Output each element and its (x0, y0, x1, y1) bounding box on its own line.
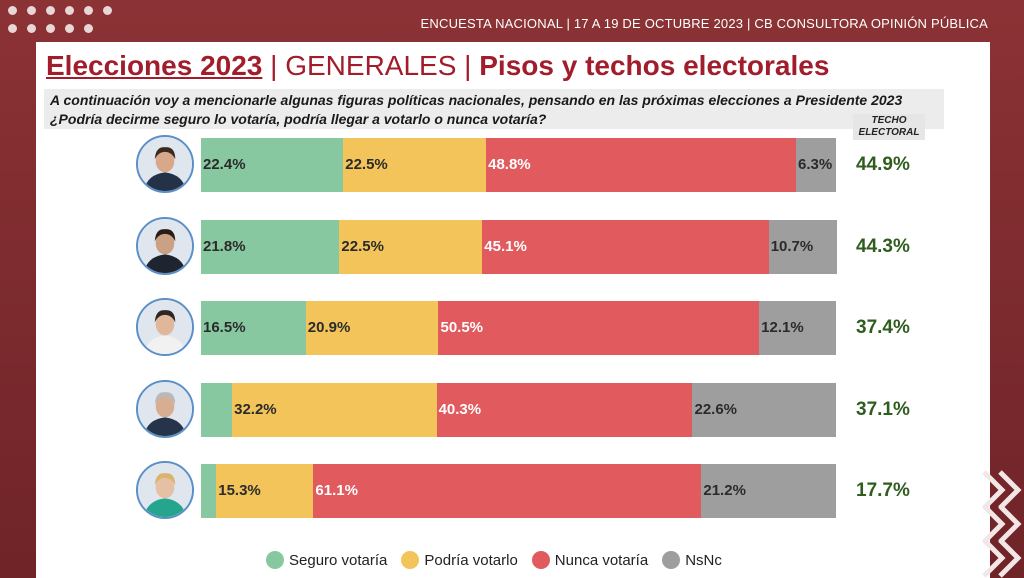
legend-label-seguro: Seguro votaría (289, 551, 388, 569)
bar-segment-nsnc-1 (795, 138, 836, 192)
data-label-nunca-3: 50.5% (440, 319, 484, 336)
candidate-avatar-1 (136, 135, 194, 193)
bar-segment-seguro-5 (201, 464, 217, 518)
stacked-bar-4: 32.2% 40.3% 22.6% (201, 383, 836, 437)
data-label-nunca-2: 45.1% (484, 238, 527, 255)
legend-item-nunca: Nunca votaría (531, 551, 649, 569)
bar-segment-seguro-4 (201, 383, 233, 437)
data-label-seguro-1: 22.4% (203, 156, 246, 173)
decorative-dots (8, 6, 118, 36)
techo-header-line-2: ELECTORAL (858, 127, 920, 138)
bar-segment-nsnc-5 (701, 464, 836, 518)
bar-segment-nunca-5 (313, 464, 702, 518)
bar-segment-nunca-2 (482, 220, 769, 274)
stacked-bar-1: 22.4% 22.5% 48.8% 6.3% (201, 138, 836, 192)
title-separator-2: | (464, 50, 472, 81)
legend-swatch-seguro (266, 551, 284, 569)
data-label-nsnc-4: 22.6% (694, 401, 738, 418)
techo-value-2: 44.3% (856, 236, 910, 257)
bar-segment-podria-1 (343, 138, 487, 192)
legend-label-podria: Podría votarlo (424, 551, 518, 569)
data-label-nunca-5: 61.1% (315, 482, 358, 499)
bar-segment-seguro-3 (201, 301, 306, 355)
legend-swatch-podria (401, 551, 420, 569)
bar-segment-nunca-3 (438, 301, 760, 355)
techo-value-1: 44.9% (856, 154, 910, 175)
chart-panel: Elecciones 2023 | GENERALES | Pisos y te… (36, 42, 990, 578)
stacked-bar-3: 16.5% 20.9% 50.5% 12.1% (201, 301, 836, 355)
bar-segment-podria-5 (216, 464, 314, 518)
question-line-1: A continuación voy a mencionarle algunas… (50, 92, 903, 108)
stacked-bar-2: 21.8% 22.5% 45.1% 10.7% (201, 220, 837, 274)
bar-segment-nsnc-3 (759, 301, 836, 355)
techo-value-4: 37.1% (856, 399, 910, 420)
page-title: Elecciones 2023 | GENERALES | Pisos y te… (46, 50, 829, 82)
bar-segment-nunca-1 (486, 138, 796, 192)
data-label-nunca-4: 40.3% (438, 401, 482, 418)
data-label-podria-3: 20.9% (307, 319, 351, 336)
data-label-nsnc-3: 12.1% (761, 319, 804, 336)
chart-legend: Seguro votaría Podría votarlo Nunca votarí… (266, 549, 722, 571)
techo-electoral-header: TECHO ELECTORAL (853, 114, 925, 140)
data-label-podria-4: 32.2% (234, 401, 277, 418)
chart-row-1: 22.4% 22.5% 48.8% 6.3% 44.9% (36, 135, 990, 193)
chart-row-3: 16.5% 20.9% 50.5% 12.1% 37.4% (36, 298, 990, 356)
question-line-2: ¿Podría decirme seguro lo votaría, podrí… (50, 111, 547, 127)
bar-segment-seguro-1 (201, 138, 344, 192)
bar-segment-podria-2 (339, 220, 483, 274)
title-pisos-techos: Pisos y techos electorales (479, 50, 830, 81)
data-label-podria-2: 22.5% (341, 238, 384, 255)
survey-question: A continuación voy a mencionarle algunas… (44, 89, 944, 129)
candidate-avatar-5 (136, 461, 194, 519)
stacked-bar-5: 15.3% 61.1% 21.2% (201, 464, 836, 518)
data-label-nsnc-2: 10.7% (770, 238, 814, 255)
data-label-podria-1: 22.5% (345, 156, 388, 173)
techo-value-5: 17.7% (856, 480, 910, 501)
bar-segment-podria-3 (305, 301, 439, 355)
bar-segment-seguro-2 (201, 220, 340, 274)
title-generales: GENERALES (285, 50, 457, 81)
data-label-nsnc-5: 21.2% (703, 482, 746, 499)
legend-label-nunca: Nunca votaría (554, 551, 649, 569)
legend-label-nsnc: NsNc (685, 551, 722, 569)
bar-segment-nsnc-2 (768, 220, 837, 274)
survey-info-header: ENCUESTA NACIONAL | 17 A 19 DE OCTUBRE 2… (420, 16, 988, 31)
title-elecciones: Elecciones 2023 (46, 50, 263, 81)
chart-row-2: 21.8% 22.5% 45.1% 10.7% 44.3% (36, 217, 990, 275)
legend-item-podria: Podría votarlo (401, 551, 518, 569)
chart-row-5: 15.3% 61.1% 21.2% 17.7% (36, 461, 990, 519)
candidate-avatar-3 (136, 298, 194, 356)
chart-row-4: 32.2% 40.3% 22.6% 37.1% (36, 380, 990, 438)
legend-item-nsnc: NsNc (662, 551, 722, 569)
techo-header-line-1: TECHO (871, 115, 907, 126)
data-label-seguro-3: 16.5% (203, 319, 246, 336)
bar-segment-podria-4 (232, 383, 437, 437)
candidate-avatar-4 (136, 380, 194, 438)
legend-item-seguro: Seguro votaría (266, 551, 387, 569)
chevron-decoration-icon (982, 470, 1022, 578)
legend-swatch-nsnc (662, 551, 681, 569)
legend-swatch-nunca (531, 551, 550, 569)
data-label-seguro-2: 21.8% (203, 238, 246, 255)
data-label-nunca-1: 48.8% (488, 156, 531, 173)
data-label-nsnc-1: 6.3% (797, 156, 833, 173)
techo-value-3: 37.4% (856, 317, 910, 338)
bar-segment-nsnc-4 (692, 383, 836, 437)
bar-segment-nunca-4 (436, 383, 693, 437)
candidate-avatar-2 (136, 217, 194, 275)
data-label-podria-5: 15.3% (218, 482, 261, 499)
title-separator-1: | (270, 50, 278, 81)
